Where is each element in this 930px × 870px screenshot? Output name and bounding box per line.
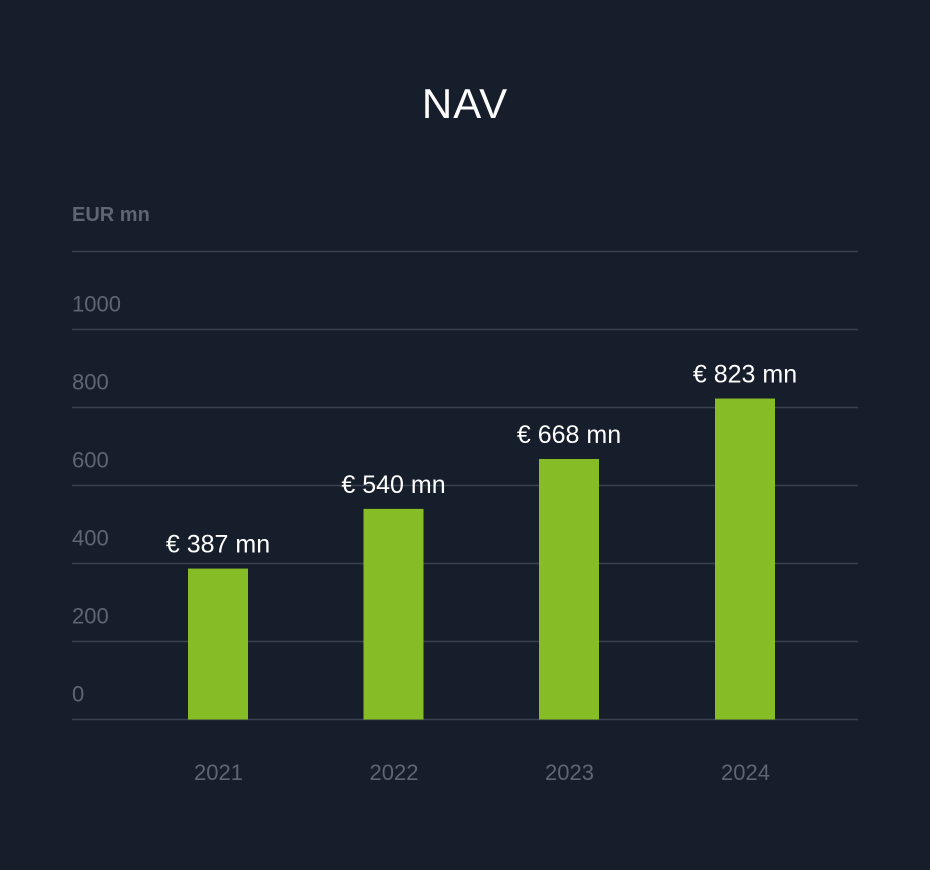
y-tick-label: 0: [72, 682, 84, 707]
data-label-2022: € 540 mn: [341, 471, 445, 499]
y-tick-label: 600: [72, 448, 109, 473]
bar-2022: [363, 508, 424, 720]
x-tick-label: 2023: [545, 760, 594, 785]
bar-2021: [188, 568, 248, 720]
data-labels: € 387 mn € 540 mn € 668 mn € 823 mn: [166, 361, 797, 559]
y-tick-labels: 0 200 400 600 800 1000: [72, 292, 121, 707]
x-tick-label: 2021: [194, 760, 243, 785]
y-axis-label: EUR mn: [72, 204, 150, 226]
chart-title: NAV: [421, 80, 509, 127]
y-tick-label: 800: [72, 370, 109, 395]
data-label-2021: € 387 mn: [166, 531, 270, 559]
data-label-2023: € 668 mn: [517, 421, 621, 449]
y-tick-label: 200: [72, 604, 109, 629]
x-tick-label: 2022: [370, 760, 419, 785]
x-tick-labels: 2021 2022 2023 2024: [194, 760, 770, 785]
bar-2023: [539, 458, 599, 720]
x-tick-label: 2024: [721, 760, 770, 785]
bar-2024: [715, 398, 775, 720]
y-tick-label: 1000: [72, 292, 121, 317]
bars: [188, 398, 775, 720]
data-label-2024: € 823 mn: [693, 361, 797, 389]
y-tick-label: 400: [72, 526, 109, 551]
